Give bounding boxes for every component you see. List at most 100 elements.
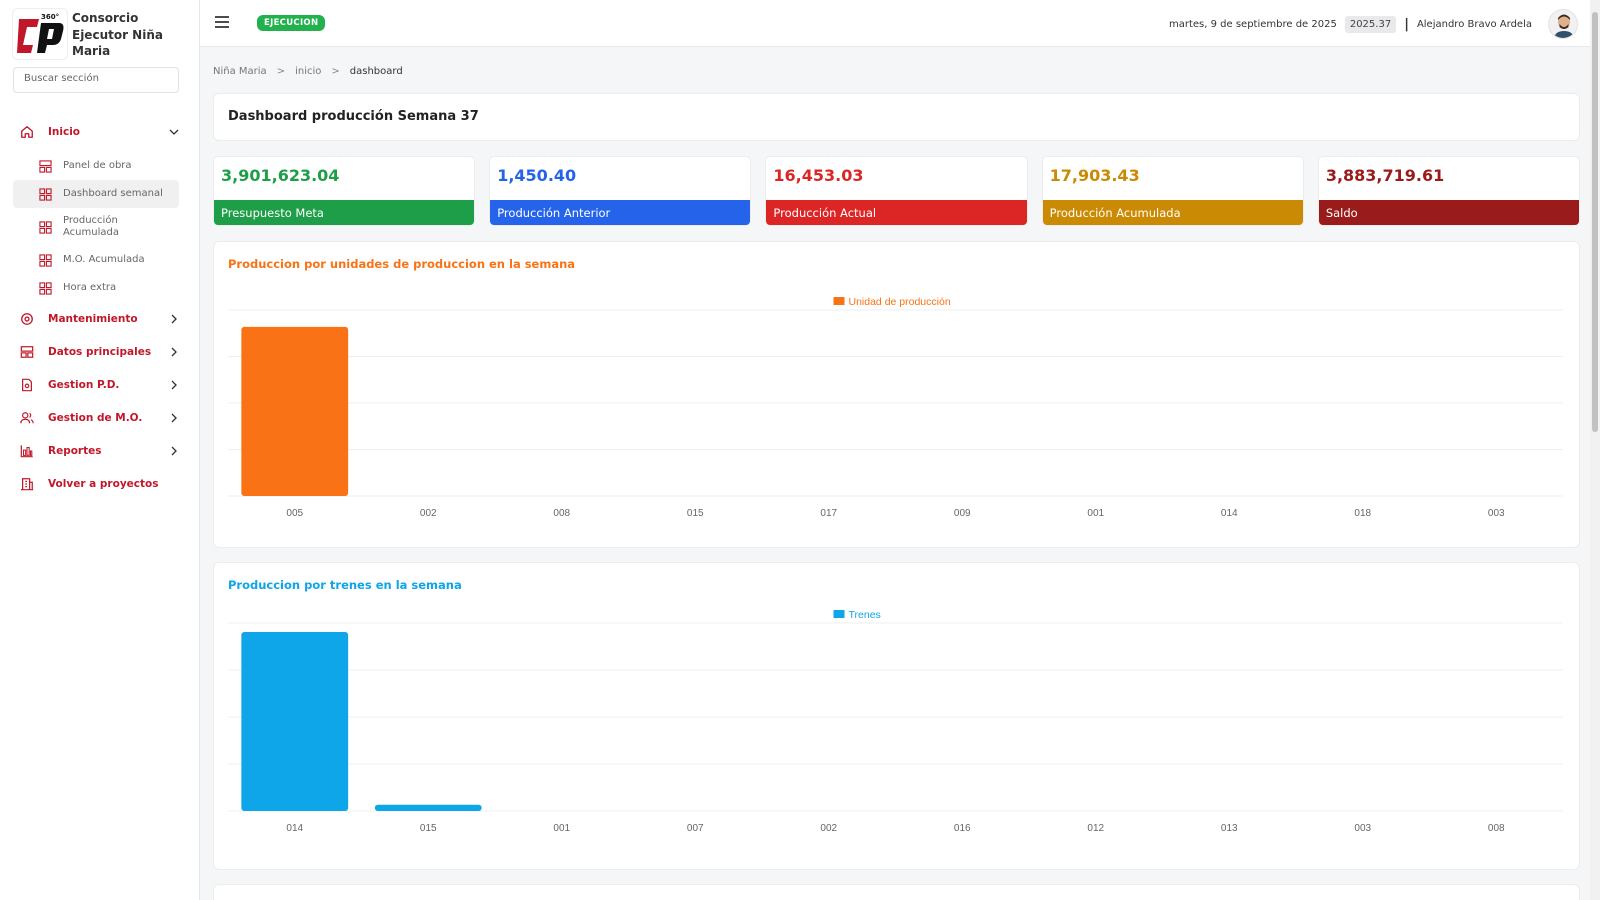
x-tick-label: 014 xyxy=(1221,508,1238,519)
sidebar-item-hora-extra[interactable]: Hora extra xyxy=(13,274,179,302)
sidebar-item-label: Gestion P.D. xyxy=(48,378,120,391)
kpi-row: 3,901,623.04 Presupuesto Meta 1,450.40 P… xyxy=(213,156,1581,226)
avatar[interactable] xyxy=(1548,9,1578,39)
scrollbar[interactable] xyxy=(1590,0,1600,900)
kpi-label: Producción Anterior xyxy=(490,200,751,225)
breadcrumb-separator: > xyxy=(276,66,286,77)
x-tick-label: 003 xyxy=(1488,508,1505,519)
sidebar-item-volver-a-proyectos[interactable]: Volver a proyectos xyxy=(0,467,199,500)
current-date: martes, 9 de septiembre de 2025 xyxy=(1168,18,1337,30)
chart-title: Produccion por unidades de produccion en… xyxy=(228,257,576,271)
separator: | xyxy=(1404,16,1409,32)
search-input[interactable]: Buscar sección xyxy=(13,67,179,93)
grid-icon xyxy=(20,345,34,358)
kpi-label: Presupuesto Meta xyxy=(214,200,475,225)
x-tick-label: 014 xyxy=(286,823,303,834)
chevron-right-icon[interactable] xyxy=(169,314,179,324)
next-card xyxy=(213,884,1580,900)
grid-icon xyxy=(39,187,52,201)
chevron-right-icon[interactable] xyxy=(169,446,179,456)
top-right-info: martes, 9 de septiembre de 2025 2025.37 … xyxy=(1169,9,1578,39)
brand-name: Consorcio Ejecutor Niña Maria xyxy=(72,8,163,60)
chevron-right-icon[interactable] xyxy=(169,347,179,357)
x-tick-label: 012 xyxy=(1087,823,1104,834)
logo-badge: 360° xyxy=(41,13,59,21)
sidebar-item-label: Gestion de M.O. xyxy=(48,411,143,424)
brand-name-line3: Maria xyxy=(72,44,111,58)
page-title-card: Dashboard producción Semana 37 xyxy=(213,93,1580,141)
status-badge: EJECUCION xyxy=(257,15,326,31)
company-logo: 360° xyxy=(12,8,68,60)
sidebar-item-datos-principales[interactable]: Datos principales xyxy=(0,335,199,368)
sidebar-nav: Inicio Panel de obra Dashboard semanal P… xyxy=(0,115,199,500)
sidebar-item-reportes[interactable]: Reportes xyxy=(0,434,199,467)
x-tick-label: 018 xyxy=(1354,508,1371,519)
sidebar-item-label: Mantenimiento xyxy=(48,312,138,325)
x-tick-label: 017 xyxy=(820,508,837,519)
chart-legend: Trenes xyxy=(833,609,881,621)
sidebar-item-label: Producción Acumulada xyxy=(63,214,119,239)
kpi-produccion-anterior: 1,450.40 Producción Anterior xyxy=(489,156,752,226)
breadcrumb-current: dashboard xyxy=(349,66,403,77)
brand-name-line1: Consorcio xyxy=(72,11,139,25)
bar-015 xyxy=(374,804,482,811)
chart-card-trenes: Trenes 014 015 001 007 002 016 012 013 003 008 Pro… xyxy=(213,562,1580,870)
hamburger-menu-icon[interactable] xyxy=(214,14,230,30)
brand[interactable]: 360° Consorcio Ejecutor Niña Maria xyxy=(0,0,199,62)
bar-chart-icon xyxy=(20,444,33,457)
chart-card-unidades: Unidad de producción 005 002 008 015 017 009 00… xyxy=(213,241,1580,548)
x-tick-label: 013 xyxy=(1221,823,1238,834)
bar-014 xyxy=(241,631,349,811)
sidebar-item-dashboard-semanal[interactable]: Dashboard semanal xyxy=(13,180,179,208)
chevron-down-icon[interactable] xyxy=(169,127,179,137)
document-icon xyxy=(22,378,32,391)
chart-trenes-svg: Trenes 014 015 001 007 002 016 012 013 003 008 xyxy=(228,609,1563,834)
brand-name-line2: Ejecutor Niña xyxy=(72,27,163,42)
x-tick-label: 001 xyxy=(1087,508,1104,519)
settings-icon xyxy=(21,312,33,325)
x-tick-label: 005 xyxy=(286,508,303,519)
sidebar-item-label: Hora extra xyxy=(63,281,117,293)
user-name[interactable]: Alejandro Bravo Ardela xyxy=(1416,18,1532,30)
legend-swatch xyxy=(833,610,845,618)
building-icon xyxy=(20,477,34,490)
breadcrumb-item[interactable]: Niña Maria xyxy=(213,66,267,77)
grid-icon xyxy=(39,281,52,295)
kpi-presupuesto-meta: 3,901,623.04 Presupuesto Meta xyxy=(213,156,476,226)
sidebar-item-inicio[interactable]: Inicio xyxy=(0,115,199,148)
x-tick-label: 008 xyxy=(553,508,570,519)
grid-icon xyxy=(39,253,52,267)
bar-005 xyxy=(241,326,349,496)
legend-swatch xyxy=(833,297,845,305)
sidebar-item-produccion-acumulada[interactable]: Producción Acumulada xyxy=(13,208,179,246)
chart-legend: Unidad de producción xyxy=(833,296,951,308)
sidebar-item-gestion-pd[interactable]: Gestion P.D. xyxy=(0,368,199,401)
version-badge: 2025.37 xyxy=(1344,15,1397,33)
page-title: Dashboard producción Semana 37 xyxy=(228,109,479,124)
breadcrumb: Niña Maria > inicio > dashboard xyxy=(213,66,403,77)
kpi-label: Producción Acumulada xyxy=(1042,200,1303,225)
sidebar-item-mantenimiento[interactable]: Mantenimiento xyxy=(0,302,199,335)
chevron-right-icon[interactable] xyxy=(169,380,179,390)
breadcrumb-item[interactable]: inicio xyxy=(295,66,322,77)
kpi-value: 16,453.03 xyxy=(773,166,864,185)
x-tick-label: 015 xyxy=(687,508,704,519)
sidebar-item-panel-de-obra[interactable]: Panel de obra xyxy=(13,152,179,180)
sidebar-item-gestion-mo[interactable]: Gestion de M.O. xyxy=(0,401,199,434)
kpi-label: Saldo xyxy=(1318,200,1580,225)
legend-label: Trenes xyxy=(849,609,881,621)
scrollbar-thumb[interactable] xyxy=(1592,12,1598,432)
chevron-right-icon[interactable] xyxy=(169,413,179,423)
sidebar-item-label: M.O. Acumulada xyxy=(63,253,145,265)
sidebar-item-label: Datos principales xyxy=(48,345,152,358)
kpi-value: 17,903.43 xyxy=(1049,166,1140,185)
kpi-produccion-acumulada: 17,903.43 Producción Acumulada xyxy=(1041,156,1304,226)
x-tick-label: 007 xyxy=(687,823,704,834)
kpi-label: Producción Actual xyxy=(766,200,1027,225)
sidebar-item-mo-acumulada[interactable]: M.O. Acumulada xyxy=(13,246,179,274)
x-tick-label: 015 xyxy=(420,823,437,834)
sidebar-item-label: Reportes xyxy=(48,444,102,457)
x-tick-label: 002 xyxy=(420,508,437,519)
sidebar-item-label: Inicio xyxy=(48,125,81,138)
kpi-produccion-actual: 16,453.03 Producción Actual xyxy=(765,156,1028,226)
